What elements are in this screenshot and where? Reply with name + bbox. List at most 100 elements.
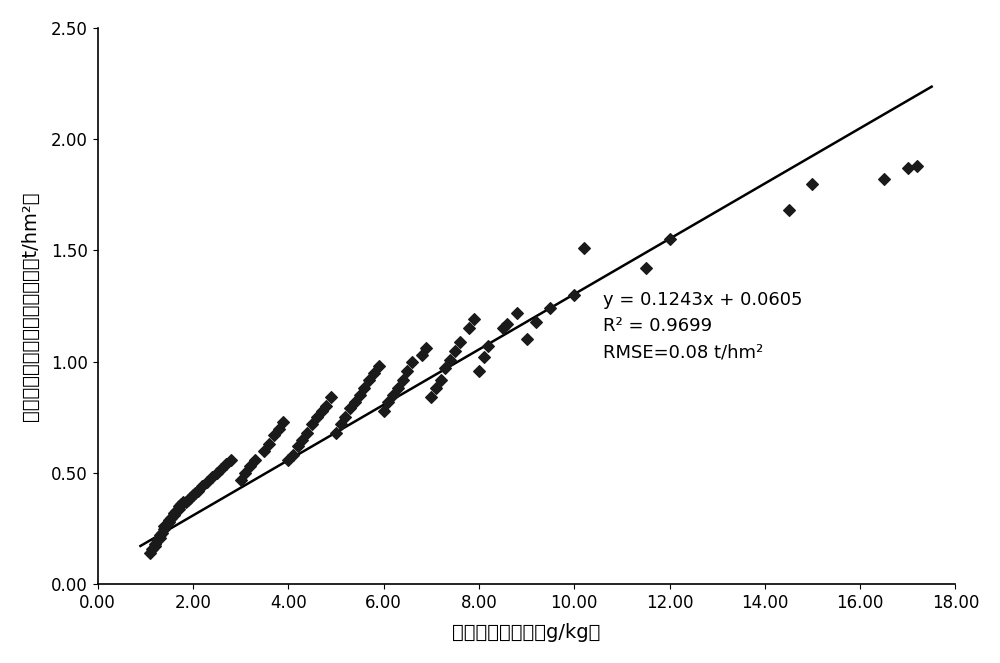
- Point: [380, 396, 396, 407]
- Point: [166, 508, 182, 518]
- Point: [781, 205, 797, 215]
- Point: [433, 374, 449, 385]
- Point: [147, 539, 163, 550]
- Point: [466, 314, 482, 325]
- Point: [418, 343, 434, 353]
- Point: [190, 485, 206, 496]
- Point: [390, 383, 406, 394]
- Point: [542, 303, 558, 314]
- Point: [242, 461, 258, 471]
- Point: [180, 495, 196, 505]
- Point: [476, 352, 492, 363]
- Point: [662, 234, 678, 245]
- Point: [156, 523, 172, 534]
- Point: [471, 365, 487, 376]
- Point: [271, 423, 287, 434]
- Point: [304, 419, 320, 430]
- Point: [156, 521, 172, 532]
- Point: [356, 383, 372, 394]
- Point: [285, 450, 301, 461]
- Point: [318, 401, 334, 412]
- Point: [171, 501, 187, 512]
- Point: [447, 345, 463, 356]
- Point: [342, 403, 358, 414]
- Point: [233, 475, 249, 485]
- Point: [199, 477, 215, 487]
- Point: [275, 416, 291, 427]
- Point: [149, 534, 165, 545]
- Point: [509, 308, 525, 318]
- Point: [163, 512, 179, 523]
- Point: [385, 390, 401, 400]
- Point: [638, 263, 654, 274]
- Point: [142, 548, 158, 558]
- Point: [166, 510, 182, 520]
- Point: [399, 365, 415, 376]
- Point: [144, 544, 160, 554]
- Point: [499, 319, 515, 330]
- Point: [452, 336, 468, 347]
- Point: [395, 374, 411, 385]
- Point: [256, 446, 272, 456]
- Y-axis label: 单位厘米深度土壤有机碳密度（t/hm²）: 单位厘米深度土壤有机碳密度（t/hm²）: [21, 192, 40, 421]
- Point: [909, 160, 925, 171]
- Point: [337, 412, 353, 423]
- Text: y = 0.1243x + 0.0605
R² = 0.9699
RMSE=0.08 t/hm²: y = 0.1243x + 0.0605 R² = 0.9699 RMSE=0.…: [603, 290, 802, 361]
- Point: [213, 463, 229, 474]
- Point: [237, 467, 253, 478]
- Point: [154, 528, 170, 538]
- Point: [414, 350, 430, 361]
- Point: [900, 163, 916, 174]
- Point: [461, 323, 477, 333]
- Point: [261, 439, 277, 450]
- Point: [280, 454, 296, 465]
- Point: [528, 316, 544, 327]
- Point: [376, 405, 392, 416]
- X-axis label: 土壤有机碳含量（g/kg）: 土壤有机碳含量（g/kg）: [452, 623, 601, 642]
- Point: [876, 174, 892, 184]
- Point: [290, 441, 306, 452]
- Point: [404, 357, 420, 367]
- Point: [209, 467, 225, 478]
- Point: [294, 434, 310, 445]
- Point: [804, 178, 820, 189]
- Point: [204, 472, 220, 483]
- Point: [352, 390, 368, 400]
- Point: [480, 341, 496, 351]
- Point: [366, 367, 382, 378]
- Point: [323, 392, 339, 402]
- Point: [171, 503, 187, 514]
- Point: [178, 497, 194, 507]
- Point: [266, 430, 282, 440]
- Point: [361, 374, 377, 385]
- Point: [333, 419, 349, 430]
- Point: [168, 506, 184, 516]
- Point: [347, 396, 363, 407]
- Point: [309, 412, 325, 423]
- Point: [371, 361, 387, 371]
- Point: [428, 383, 444, 394]
- Point: [576, 243, 592, 253]
- Point: [247, 454, 263, 465]
- Point: [495, 323, 511, 333]
- Point: [218, 459, 234, 469]
- Point: [437, 363, 453, 374]
- Point: [423, 392, 439, 402]
- Point: [519, 334, 535, 345]
- Point: [152, 530, 168, 540]
- Point: [175, 497, 191, 507]
- Point: [173, 499, 189, 509]
- Point: [314, 405, 330, 416]
- Point: [161, 516, 177, 527]
- Point: [161, 514, 177, 525]
- Point: [147, 541, 163, 552]
- Point: [223, 454, 239, 465]
- Point: [194, 481, 210, 492]
- Point: [185, 490, 201, 501]
- Point: [328, 428, 344, 438]
- Point: [442, 354, 458, 365]
- Point: [159, 519, 175, 530]
- Point: [182, 492, 198, 503]
- Point: [152, 532, 168, 543]
- Point: [566, 290, 582, 300]
